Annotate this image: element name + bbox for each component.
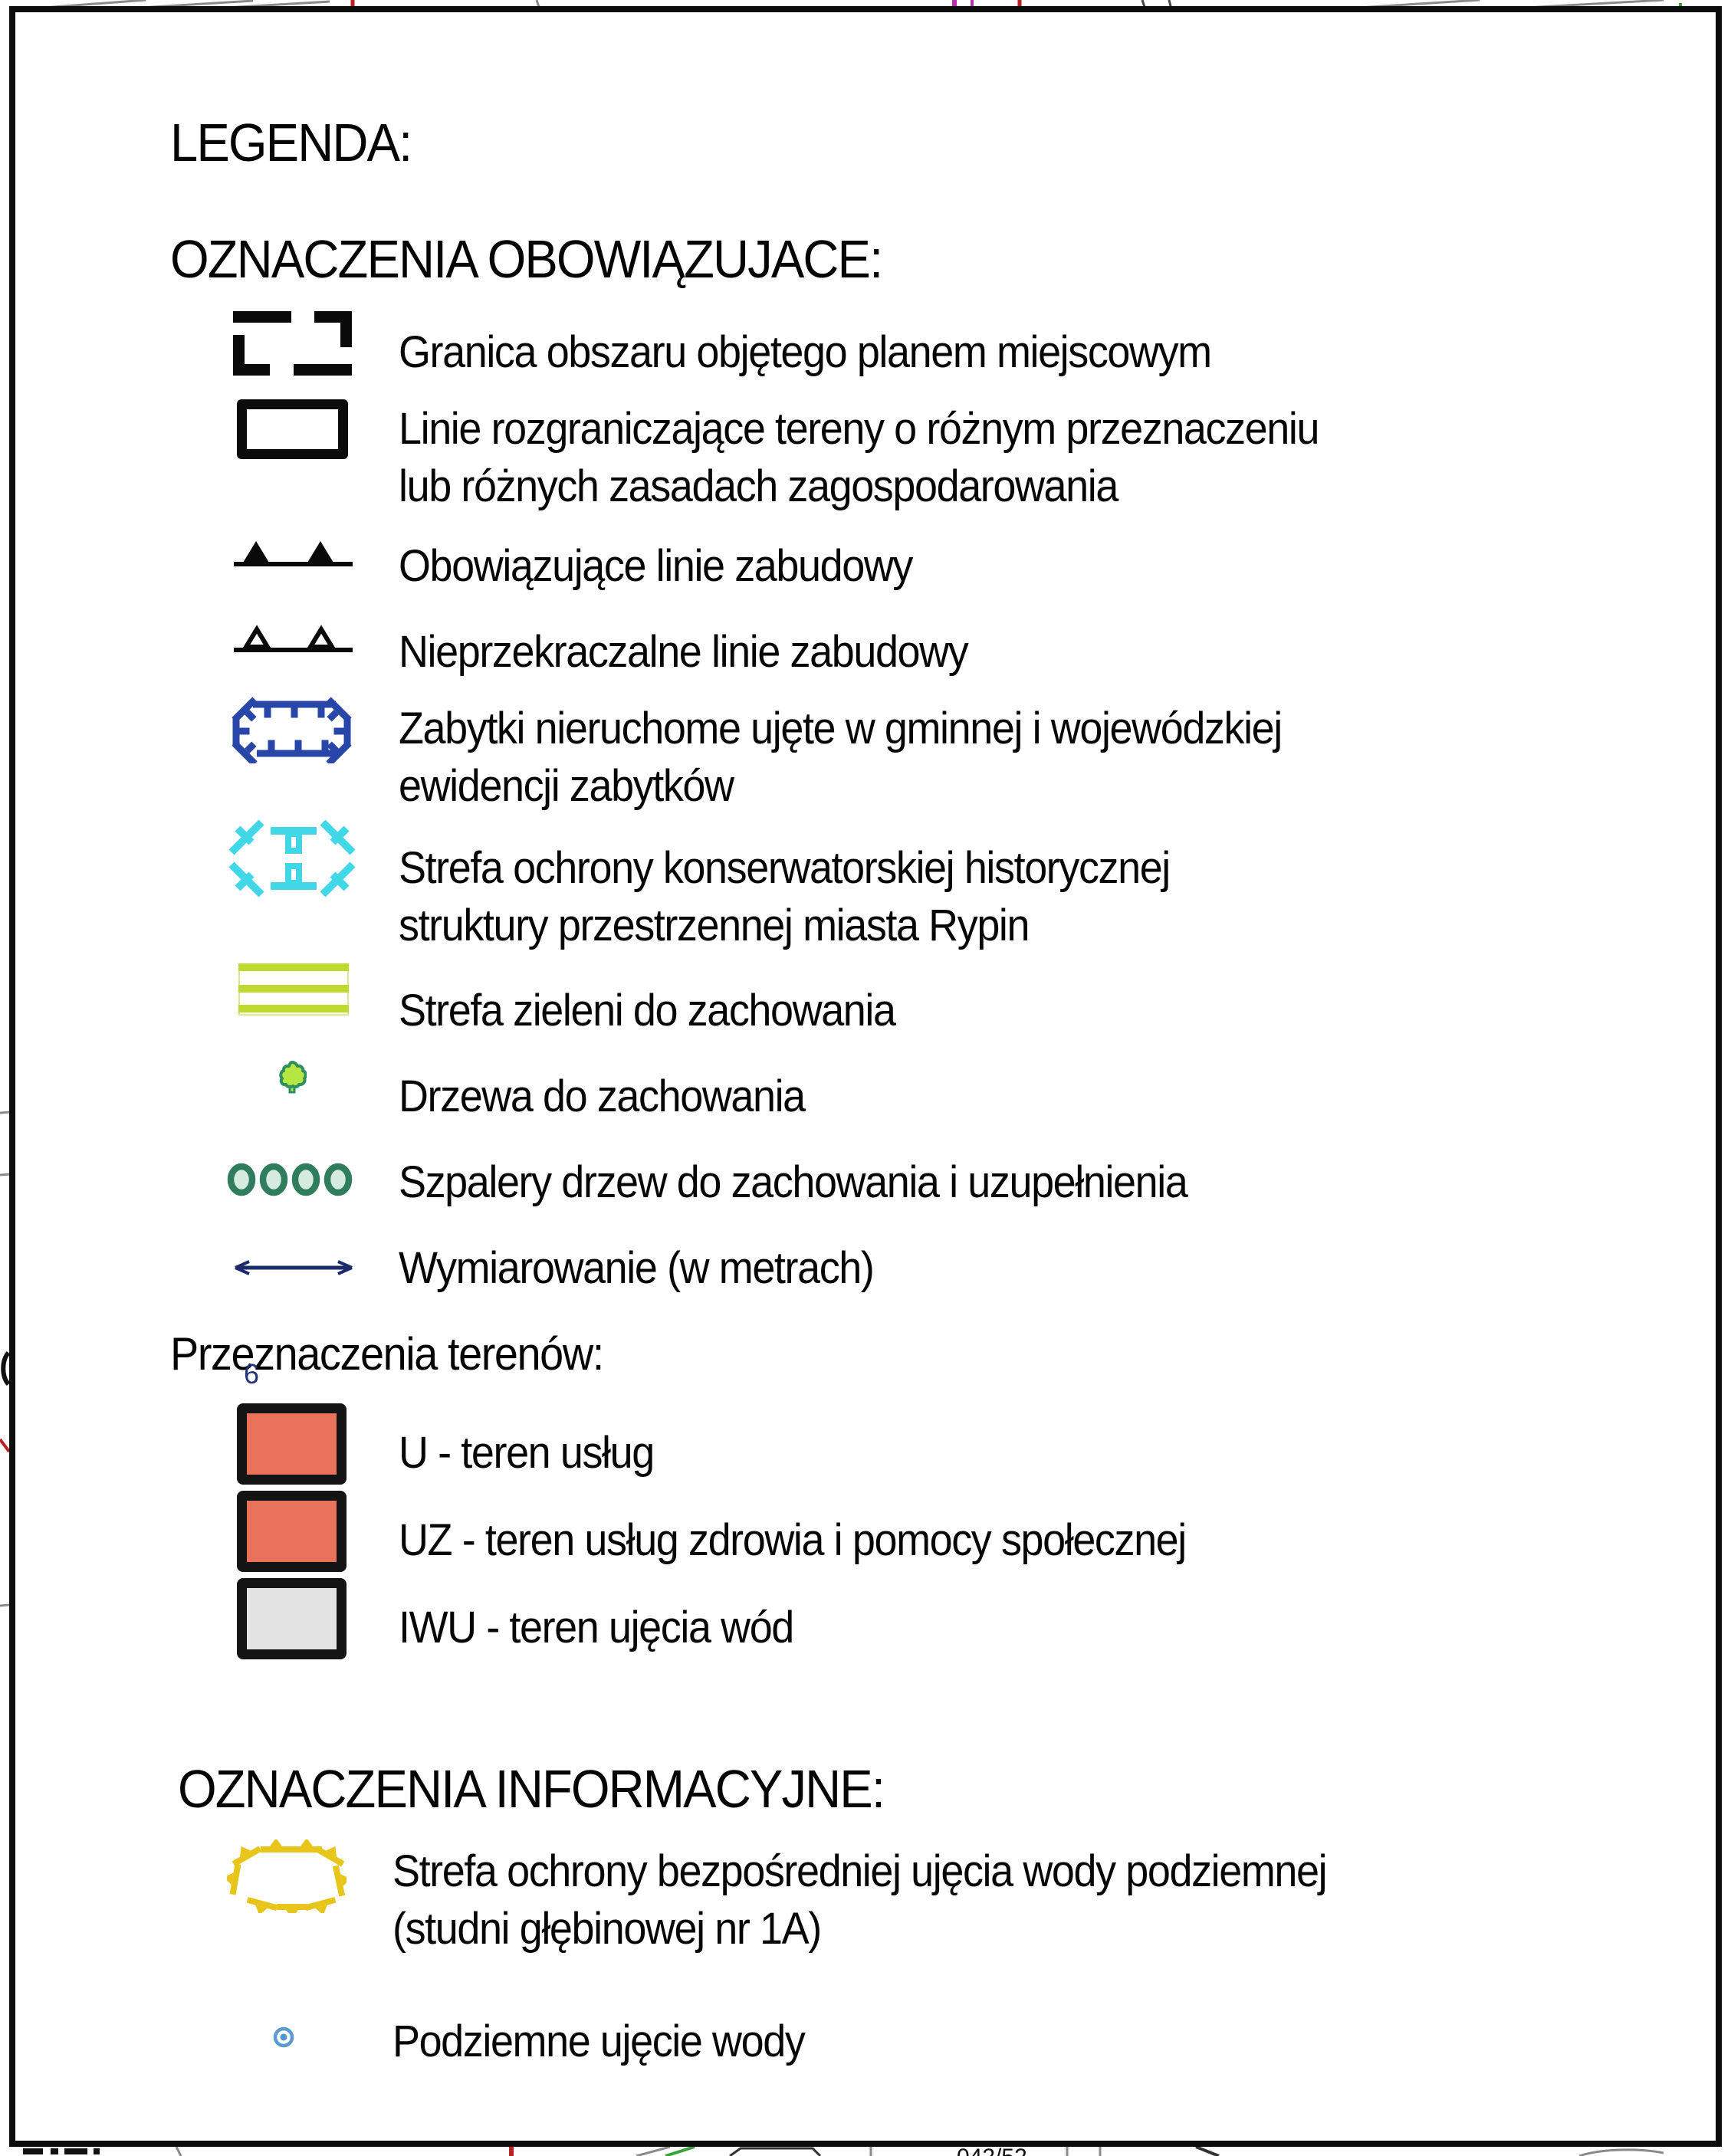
item-label-zielen: Strefa zieleni do zachowania — [399, 986, 896, 1035]
tree-icon — [279, 1061, 307, 1094]
iwu-area-swatch — [237, 1578, 347, 1659]
u-area-swatch — [237, 1403, 347, 1485]
map-fragment-left — [0, 1111, 9, 1607]
item-label-wymiarowanie: Wymiarowanie (w metrach) — [399, 1243, 875, 1293]
item-label-podziemne: Podziemne ujęcie wody — [393, 2017, 806, 2066]
item-label-u: U - teren usług — [399, 1428, 655, 1478]
item-label-granica: Granica obszaru objętego planem miejscow… — [399, 327, 1212, 377]
water-protection-zone-icon — [227, 1839, 347, 1913]
stray-digit-artifact: 6 — [244, 1358, 260, 1390]
section-heading-przeznaczenia: Przeznaczenia terenów: — [170, 1328, 604, 1380]
item-label-iwu: IWU - teren ujęcia wód — [399, 1603, 794, 1652]
map-fragment-bottom — [23, 2147, 1664, 2156]
item-label-drzewa: Drzewa do zachowania — [399, 1071, 806, 1121]
item-label-obowiazujace: Obowiązujące linie zabudowy — [399, 541, 913, 591]
legend-title: LEGENDA: — [170, 113, 412, 172]
greenery-zone-icon — [238, 963, 349, 1016]
plan-boundary-icon — [233, 311, 352, 376]
item-label-zabytki: Zabytki nieruchome ujęte w gminnej i woj… — [399, 704, 1283, 811]
section-heading-obowiazujace: OZNACZENIA OBOWIĄZUJACE: — [170, 229, 883, 289]
zoning-lines-icon — [237, 399, 348, 459]
mandatory-building-line-icon — [234, 541, 353, 566]
groundwater-intake-icon — [273, 2026, 294, 2048]
item-label-strefa-bezposrednia: Strefa ochrony bezpośredniej ujęcia wody… — [393, 1846, 1328, 1954]
map-frame-number: 042/52 — [957, 2145, 1027, 2156]
max-building-line-icon — [234, 625, 353, 652]
item-label-uz: UZ - teren usług zdrowia i pomocy społec… — [399, 1515, 1187, 1565]
uz-area-swatch — [237, 1491, 347, 1572]
tree-row-icon — [227, 1163, 353, 1196]
conservation-zone-icon — [228, 819, 356, 898]
item-label-konserwatorska: Strefa ochrony konserwatorskiej historyc… — [399, 843, 1171, 950]
item-label-nieprzekraczalne: Nieprzekraczalne linie zabudowy — [399, 627, 969, 677]
section-heading-informacyjne: OZNACZENIA INFORMACYJNE: — [178, 1759, 885, 1819]
dimension-arrow-icon — [235, 1260, 353, 1275]
item-label-szpalery: Szpalery drzew do zachowania i uzupełnie… — [399, 1157, 1188, 1207]
heritage-monuments-icon — [232, 697, 352, 763]
item-label-linie: Linie rozgraniczające tereny o różnym pr… — [399, 404, 1319, 511]
